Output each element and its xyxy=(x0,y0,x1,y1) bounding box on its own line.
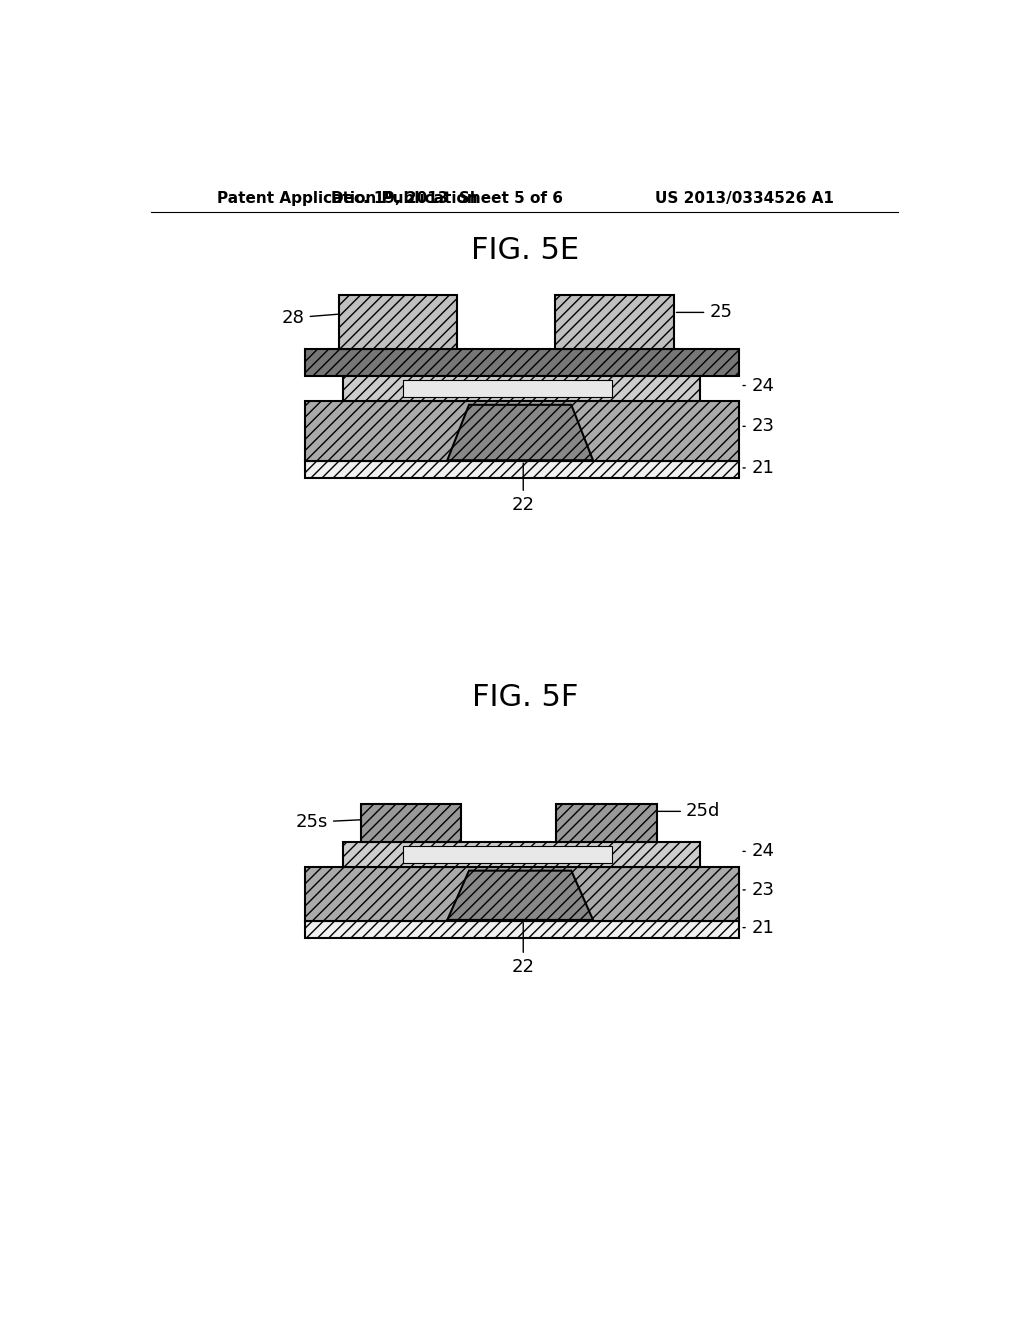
Bar xyxy=(305,867,738,921)
Text: FIG. 5E: FIG. 5E xyxy=(471,236,579,265)
Bar xyxy=(305,921,738,937)
Text: FIG. 5F: FIG. 5F xyxy=(472,682,578,711)
Bar xyxy=(305,461,738,478)
Text: 23: 23 xyxy=(752,880,775,899)
Polygon shape xyxy=(447,405,593,461)
Bar xyxy=(339,296,458,350)
Text: Patent Application Publication: Patent Application Publication xyxy=(217,191,478,206)
Text: US 2013/0334526 A1: US 2013/0334526 A1 xyxy=(655,191,834,206)
Bar xyxy=(403,846,612,863)
Text: 25d: 25d xyxy=(657,803,720,820)
Bar xyxy=(343,842,700,867)
Text: 28: 28 xyxy=(282,309,357,327)
Text: 25: 25 xyxy=(677,304,732,321)
Bar xyxy=(305,401,738,461)
Text: 23: 23 xyxy=(752,417,775,436)
Bar xyxy=(556,804,656,842)
Text: 21: 21 xyxy=(752,459,775,477)
Polygon shape xyxy=(447,871,593,920)
Bar xyxy=(555,296,674,350)
Bar xyxy=(360,804,461,842)
Text: 21: 21 xyxy=(752,919,775,937)
Text: 24: 24 xyxy=(752,376,775,395)
Bar xyxy=(343,376,700,401)
Text: 22: 22 xyxy=(512,463,535,513)
Text: Dec. 19, 2013  Sheet 5 of 6: Dec. 19, 2013 Sheet 5 of 6 xyxy=(332,191,563,206)
Text: 25s: 25s xyxy=(296,813,373,832)
Text: 24: 24 xyxy=(752,842,775,861)
Bar xyxy=(403,380,612,397)
Text: 22: 22 xyxy=(512,923,535,975)
Bar xyxy=(305,350,738,376)
